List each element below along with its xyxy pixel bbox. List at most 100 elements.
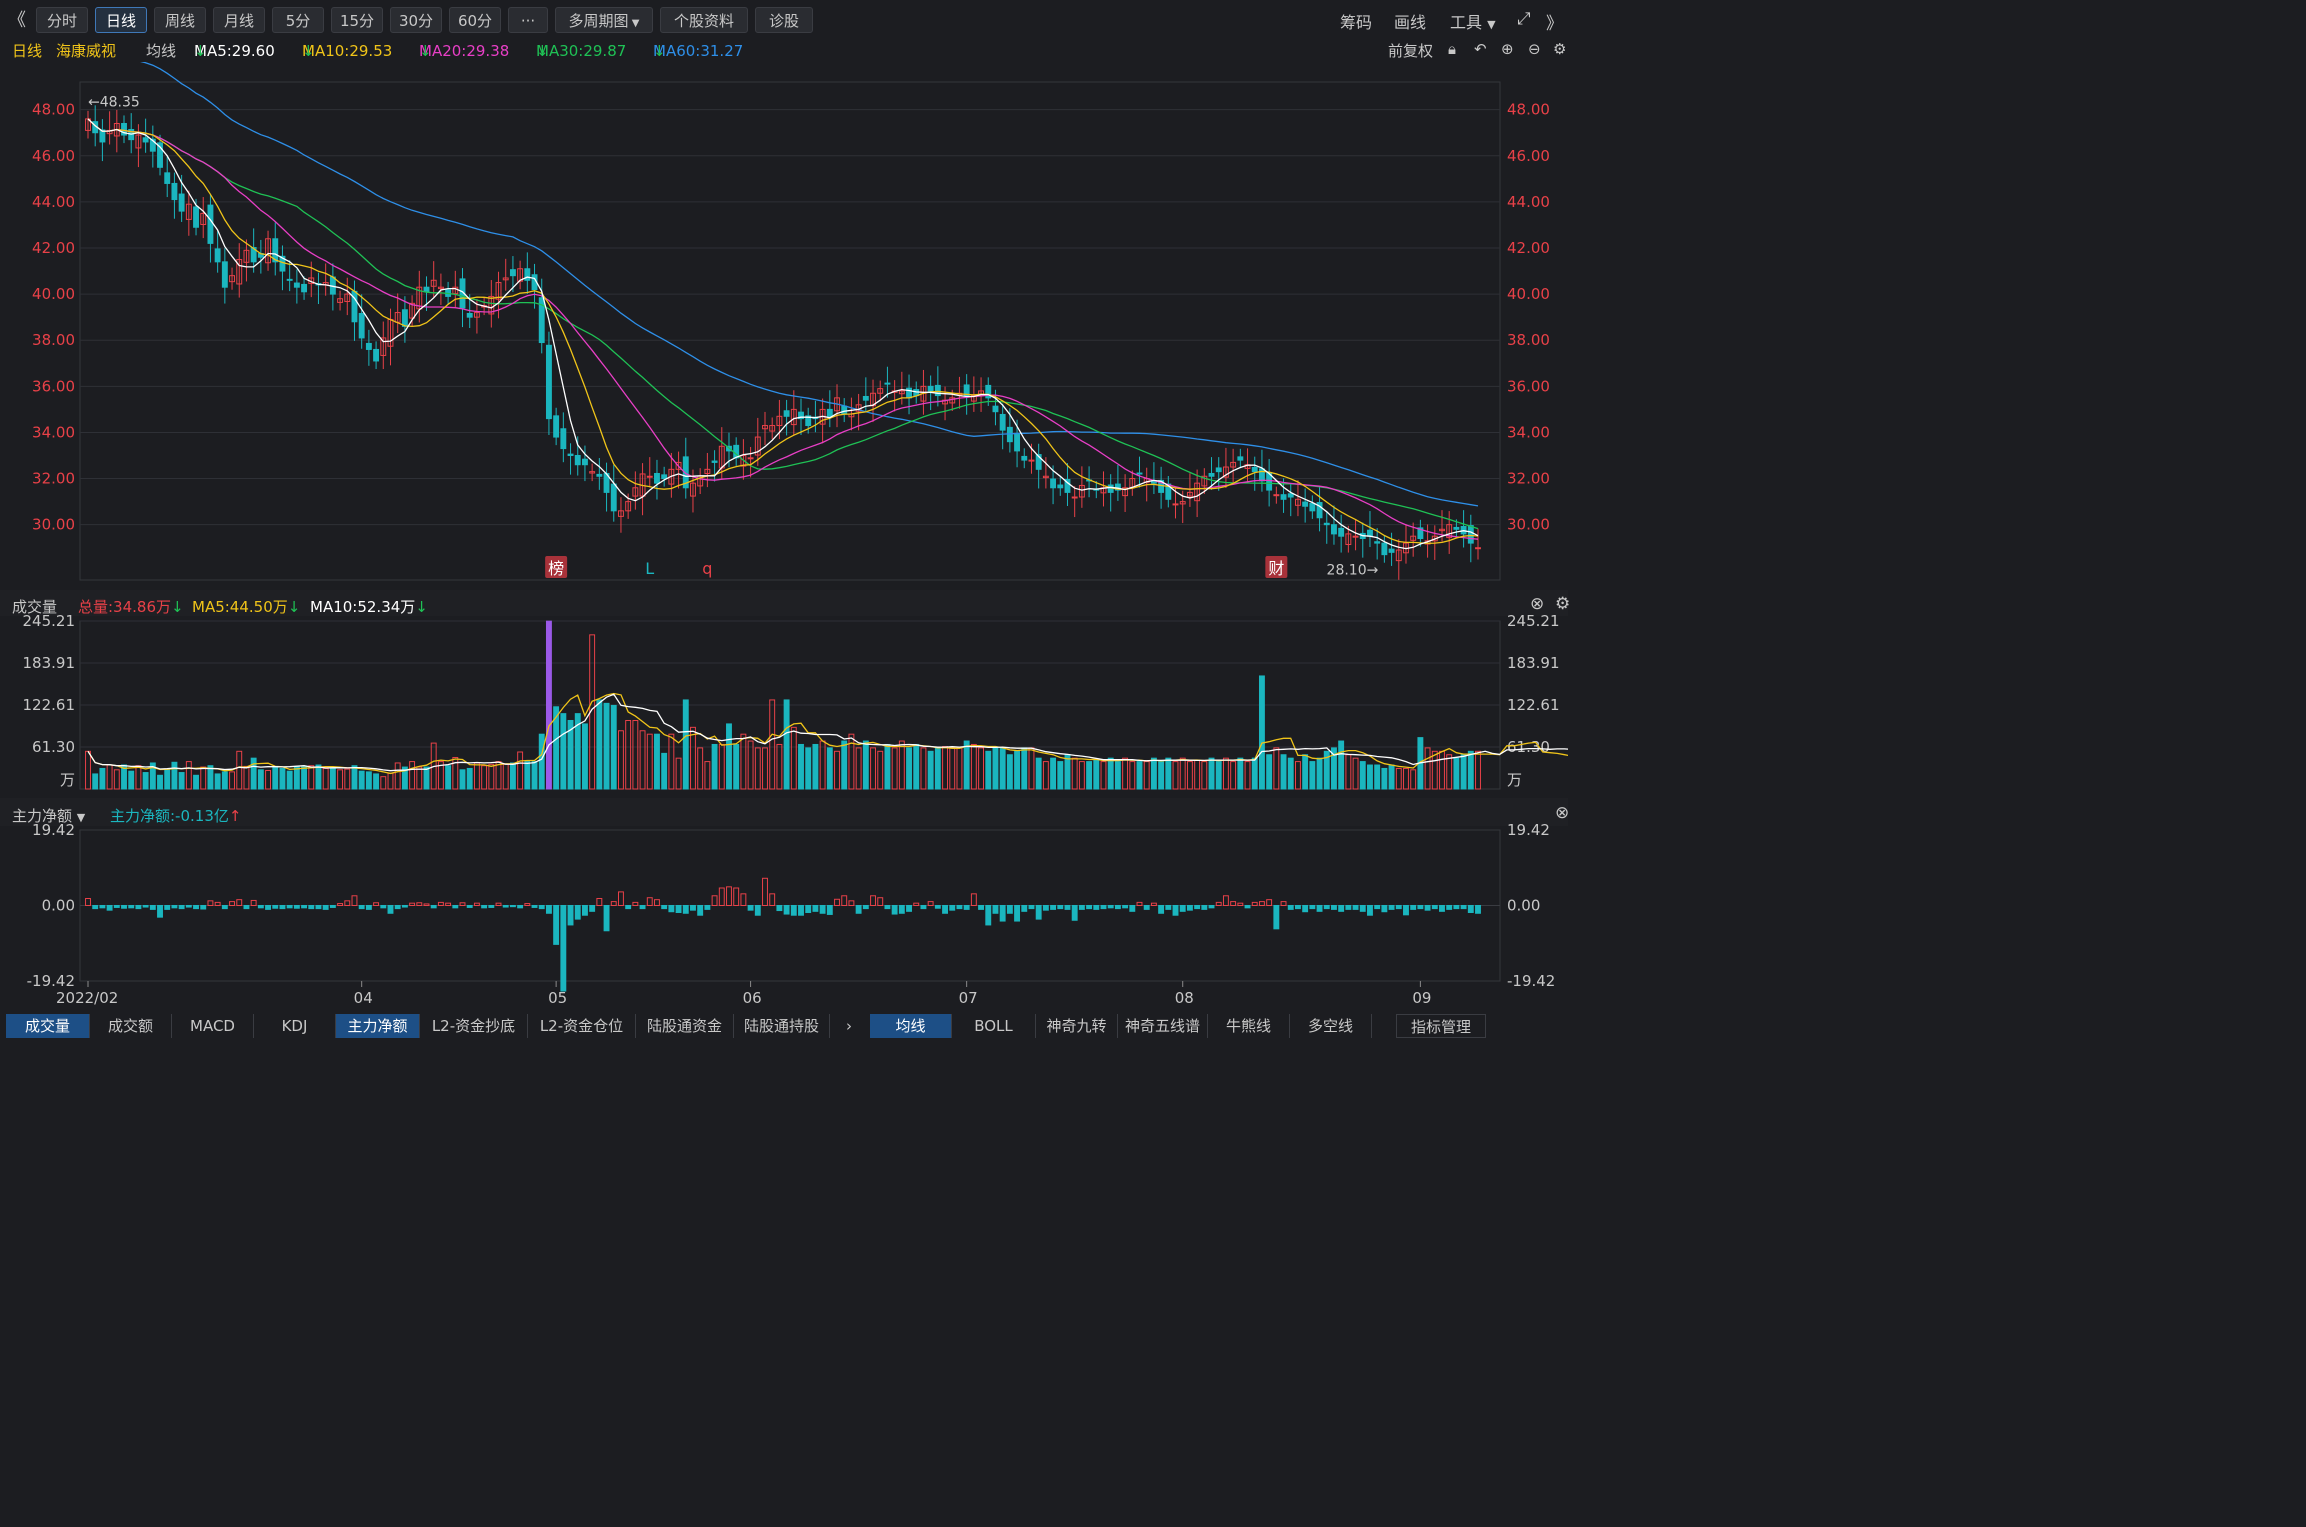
overlay-tab-6[interactable]: 指标管理 <box>1396 1014 1486 1038</box>
toolbar-button-4[interactable]: 5分 <box>272 7 324 33</box>
candle <box>1345 533 1352 545</box>
volume-bar <box>1475 750 1481 790</box>
volume-bar <box>618 730 624 790</box>
undo-icon[interactable]: ↶ <box>1474 40 1487 58</box>
indicator-tab-5[interactable]: L2-资金抄底 <box>420 1014 528 1038</box>
capital-bar <box>1467 905 1474 913</box>
volume-bar <box>265 770 272 790</box>
toolbar-button-9[interactable]: 多周期图 ▼ <box>555 7 653 33</box>
overlay-tab-2[interactable]: 神奇九转 <box>1036 1014 1118 1038</box>
draw-line-button[interactable]: 画线 <box>1394 13 1427 32</box>
candle <box>1021 455 1028 461</box>
capital-bar <box>934 905 941 909</box>
candle <box>618 510 624 517</box>
volume-unit-label-right: 万 <box>1507 771 1522 789</box>
chevron-right-icon[interactable]: › <box>846 1017 852 1035</box>
indicator-tab-2[interactable]: MACD <box>172 1014 254 1038</box>
stock-name[interactable]: 海康威视 <box>56 42 117 60</box>
volume-ma10: MA10:52.34万↓ <box>310 598 428 616</box>
volume-bar <box>85 750 91 790</box>
capital-bar <box>769 893 776 907</box>
close-icon[interactable]: ⊗ <box>1555 803 1570 823</box>
candle <box>1374 541 1381 544</box>
indicator-tab-3[interactable]: KDJ <box>254 1014 336 1038</box>
toolbar-button-5[interactable]: 15分 <box>331 7 383 33</box>
overlay-tab-5[interactable]: 多空线 <box>1290 1014 1372 1038</box>
capital-bar <box>1179 905 1186 912</box>
volume-bar <box>113 769 120 790</box>
indicator-tab-6[interactable]: L2-资金仓位 <box>528 1014 636 1038</box>
capital-bar <box>682 905 689 914</box>
volume-ma5-line <box>87 692 1568 775</box>
candle <box>1395 549 1402 562</box>
y-tick-label-right: 40.00 <box>1507 285 1550 303</box>
down-arrow-icon: ↓ <box>536 42 549 60</box>
indicator-tab-4[interactable]: 主力净额 <box>336 1014 420 1038</box>
expand-icon[interactable]: 》 <box>1546 14 1563 34</box>
volume-bar <box>445 765 452 790</box>
back-icon[interactable]: 《 <box>8 10 26 31</box>
candle <box>164 172 171 184</box>
zoom-in-icon[interactable]: ⊕ <box>1501 40 1514 58</box>
volume-panel-title[interactable]: 成交量 <box>12 598 58 616</box>
capital-bar <box>322 905 329 910</box>
indicator-tab-1[interactable]: 成交额 <box>90 1014 172 1038</box>
volume-bar <box>1280 754 1287 790</box>
indicator-tab-7[interactable]: 陆股通资金 <box>636 1014 734 1038</box>
zoom-out-icon[interactable]: ⊖ <box>1528 40 1541 58</box>
volume-bar <box>1258 675 1265 790</box>
capital-bar <box>121 905 127 909</box>
toolbar-button-3[interactable]: 月线 <box>213 7 265 33</box>
tools-button[interactable]: 工具 ▼ <box>1450 13 1496 32</box>
toolbar-button-11[interactable]: 诊股 <box>755 7 813 33</box>
capital-bar <box>423 903 430 906</box>
y-tick-label-right: 36.00 <box>1507 377 1550 395</box>
capital-bar <box>502 905 509 908</box>
lock-icon[interactable]: 🔒︎ <box>1448 40 1456 58</box>
indicator-tab-0[interactable]: 成交量 <box>6 1014 90 1038</box>
overlay-tab-0[interactable]: 均线 <box>870 1014 952 1038</box>
kline-chart[interactable]: 48.00 48.00 46.00 46.00 44.00 44.00 42.00 42.00… <box>0 62 1568 1012</box>
settings-icon[interactable]: ⚙ <box>1555 594 1571 614</box>
indicator-tab-8[interactable]: 陆股通持股 <box>734 1014 830 1038</box>
toolbar-button-8[interactable]: ··· <box>508 7 548 33</box>
toolbar-button-6[interactable]: 30分 <box>390 7 442 33</box>
toolbar-button-2[interactable]: 周线 <box>154 7 206 33</box>
volume-bar <box>848 733 855 790</box>
capital-bar <box>733 887 740 906</box>
volume-bar <box>1165 757 1172 790</box>
volume-bar <box>942 746 948 790</box>
volume-bar <box>1431 750 1438 790</box>
overlay-tab-1[interactable]: BOLL <box>952 1014 1036 1038</box>
volume-bar <box>1201 761 1208 790</box>
overlay-tab-3[interactable]: 神奇五线谱 <box>1118 1014 1208 1038</box>
ma5-line <box>87 118 1479 550</box>
toolbar-button-10[interactable]: 个股资料 <box>660 7 748 33</box>
adjust-button[interactable]: 前复权 <box>1388 42 1434 60</box>
overlay-tab-4[interactable]: 牛熊线 <box>1208 1014 1290 1038</box>
capital-panel-title[interactable]: 主力净额 ▼ <box>12 807 86 825</box>
capital-bar <box>1194 905 1201 910</box>
capital-bar <box>308 905 315 910</box>
volume-bar <box>1042 761 1049 790</box>
ma-info-bar: 日线 海康威视 均线 MA5:29.60 ↓ MA10:29.53 ↓ MA20:2… <box>12 40 1567 60</box>
toolbar-button-7[interactable]: 60分 <box>449 7 501 33</box>
capital-bar <box>351 895 358 907</box>
capital-bar <box>639 905 646 910</box>
chips-button[interactable]: 筹码 <box>1340 13 1373 32</box>
toolbar-button-1[interactable]: 日线 <box>95 7 147 33</box>
toolbar-button-0[interactable]: 分时 <box>36 7 88 33</box>
close-icon[interactable]: ⊗ <box>1530 594 1545 614</box>
volume-bar <box>214 773 221 790</box>
ma-label[interactable]: 均线 <box>146 42 177 60</box>
settings-icon[interactable]: ⚙ <box>1553 40 1567 58</box>
fullscreen-icon[interactable]: ⤢ <box>1517 9 1531 29</box>
volume-bar <box>603 702 610 790</box>
volume-bar <box>272 766 279 790</box>
capital-bar <box>1367 905 1373 916</box>
capital-bar <box>1222 895 1229 907</box>
capital-bar <box>265 905 272 910</box>
volume-bar <box>581 723 588 790</box>
capital-bar <box>704 905 711 910</box>
capital-bar <box>956 905 963 910</box>
